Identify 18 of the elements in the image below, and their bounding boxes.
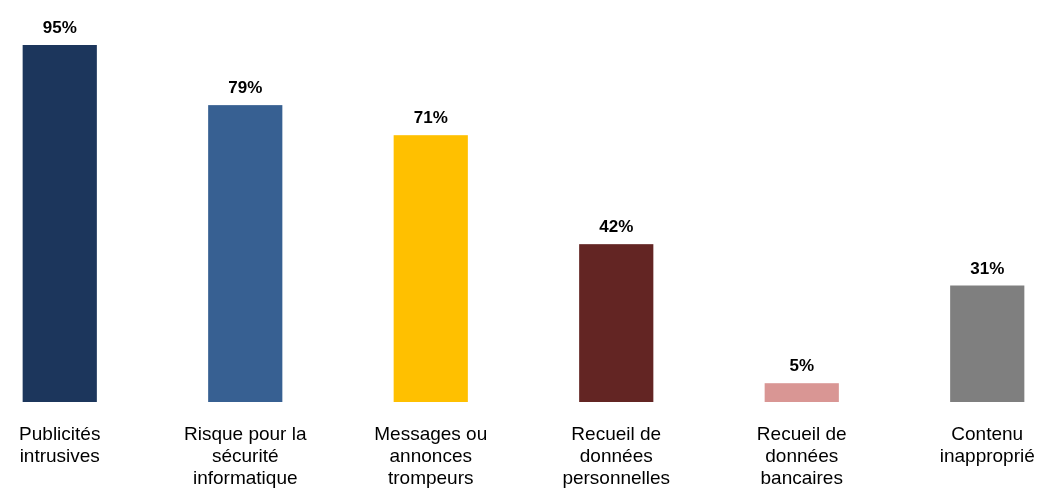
bar bbox=[950, 285, 1025, 402]
data-label: 71% bbox=[413, 108, 448, 128]
x-tick-label: Contenu inapproprié bbox=[939, 423, 1035, 466]
x-tick-label: Risque pour la sécurité informatique bbox=[183, 423, 307, 488]
data-label: 42% bbox=[599, 217, 634, 237]
bar bbox=[764, 383, 839, 402]
bar bbox=[208, 105, 283, 402]
x-tick-label: Messages ou annonces trompeurs bbox=[374, 423, 488, 488]
data-label: 95% bbox=[42, 18, 77, 37]
bar bbox=[393, 135, 468, 402]
data-label: 31% bbox=[970, 258, 1005, 278]
bar bbox=[579, 244, 654, 402]
data-label: 5% bbox=[789, 356, 815, 376]
bar bbox=[22, 45, 97, 402]
data-label: 79% bbox=[228, 78, 263, 98]
x-tick-label: Recueil de données bancaires bbox=[756, 423, 847, 488]
x-tick-label: Recueil de données personnelles bbox=[562, 423, 671, 488]
x-tick-label: Publicités intrusives bbox=[19, 423, 101, 466]
